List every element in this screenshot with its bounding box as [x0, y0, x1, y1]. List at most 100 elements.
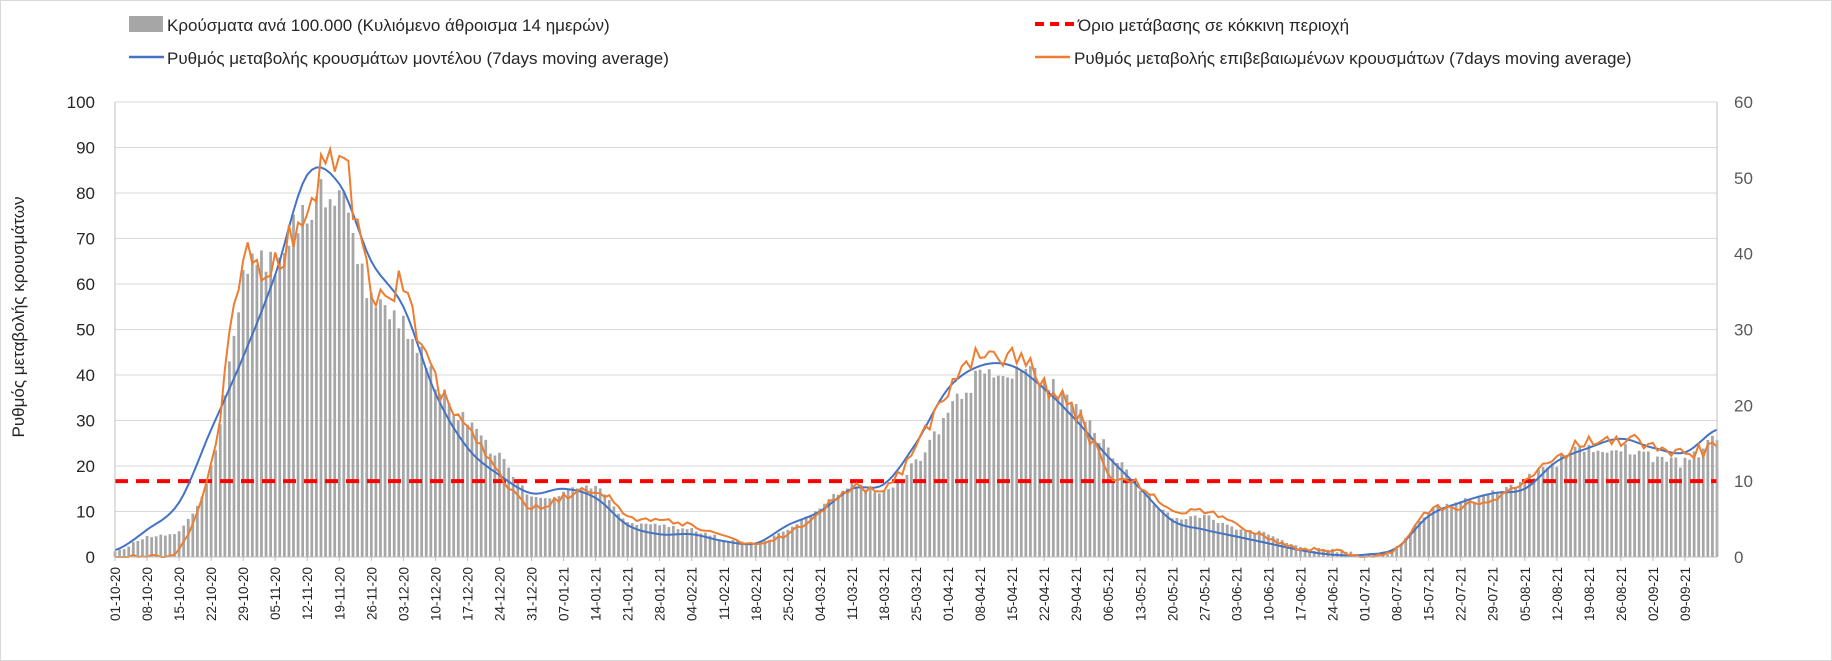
bar: [1079, 409, 1083, 557]
bar: [429, 365, 433, 557]
bar: [397, 328, 401, 557]
bar: [1578, 447, 1582, 557]
bar: [1134, 483, 1138, 557]
bar: [1399, 544, 1403, 557]
bar: [923, 452, 927, 557]
bar: [1436, 504, 1440, 557]
y-axis-title: Ρυθμός μεταβολής κρουσμάτων: [9, 197, 28, 438]
bar: [1546, 467, 1550, 557]
bar: [1225, 524, 1229, 557]
right-tick-label: 40: [1734, 245, 1753, 264]
bar: [914, 459, 918, 557]
x-tick-label: 08-10-20: [140, 567, 155, 621]
bar: [1010, 378, 1014, 557]
x-axis-ticks: 01-10-20 08-10-20 15-10-20 22-10-20 29-10-20…: [108, 557, 1693, 621]
legend: Κρούσματα ανά 100.000 (Κυλιόμενο άθροισμ…: [129, 16, 1632, 68]
bar: [1711, 435, 1714, 557]
bar: [662, 524, 666, 557]
bar: [754, 545, 758, 557]
bar: [1221, 522, 1225, 557]
bar: [1143, 493, 1147, 557]
bar: [543, 498, 547, 557]
left-tick-label: 40: [76, 366, 95, 385]
bar: [177, 531, 181, 557]
bar: [296, 233, 300, 557]
bar: [369, 292, 373, 557]
bar: [493, 455, 497, 557]
bar: [1157, 508, 1160, 557]
bar: [987, 369, 991, 557]
x-tick-label: 29-10-20: [236, 567, 251, 621]
bar: [603, 494, 607, 557]
bar: [1537, 469, 1540, 557]
bar: [845, 488, 849, 557]
bar: [1056, 396, 1060, 557]
bar: [1129, 481, 1133, 557]
bar: [154, 536, 158, 557]
bar: [282, 252, 286, 557]
bar: [1564, 456, 1568, 557]
bar: [585, 485, 588, 557]
bar: [1404, 538, 1408, 557]
bar: [1193, 515, 1197, 557]
x-tick-label: 09-09-21: [1678, 567, 1693, 621]
bar: [1024, 368, 1028, 557]
bar: [319, 179, 323, 557]
bar: [1033, 367, 1037, 557]
x-tick-label: 22-04-21: [1037, 567, 1052, 621]
bar: [1646, 451, 1650, 557]
bar: [1253, 532, 1257, 557]
bar: [1262, 531, 1266, 557]
x-tick-label: 06-05-21: [1101, 567, 1116, 621]
bar: [456, 419, 460, 557]
bar: [1138, 490, 1142, 557]
bar: [1601, 452, 1604, 557]
bar: [411, 338, 414, 557]
bar: [223, 395, 227, 557]
bar: [1125, 469, 1128, 557]
bar: [639, 523, 643, 557]
bar: [571, 487, 575, 557]
x-tick-label: 08-07-21: [1390, 567, 1405, 621]
bar: [1019, 370, 1023, 557]
bar: [612, 506, 616, 557]
bar: [1450, 504, 1453, 557]
bar: [713, 534, 716, 557]
bar: [1582, 451, 1586, 557]
bar: [479, 435, 483, 557]
bar: [818, 508, 822, 557]
x-tick-label: 15-04-21: [1005, 567, 1020, 621]
bar: [246, 273, 250, 557]
bar: [704, 532, 707, 557]
x-tick-label: 18-03-21: [877, 567, 892, 621]
bar: [855, 487, 858, 557]
bar: [141, 539, 144, 557]
bar: [1665, 461, 1669, 557]
right-tick-label: 30: [1734, 321, 1753, 340]
bar: [434, 389, 437, 557]
bar: [1422, 517, 1426, 557]
bar: [1527, 473, 1531, 557]
bar: [301, 204, 305, 557]
bar: [1408, 532, 1412, 557]
bar: [1001, 375, 1005, 557]
bar: [1395, 548, 1398, 557]
bar: [873, 492, 877, 557]
bar-series: [113, 179, 1719, 558]
bar: [823, 503, 826, 557]
bar: [1674, 457, 1678, 557]
bar: [1459, 501, 1463, 557]
bar: [1418, 520, 1421, 557]
bar: [383, 305, 387, 557]
bar: [196, 505, 199, 557]
bar: [1637, 450, 1641, 557]
x-tick-label: 27-05-21: [1197, 567, 1212, 621]
bar: [1440, 507, 1444, 557]
bar: [882, 489, 886, 557]
bar: [264, 271, 268, 557]
bar: [438, 393, 442, 557]
bar: [635, 524, 639, 557]
bar: [1468, 500, 1472, 557]
bar: [1683, 457, 1687, 557]
